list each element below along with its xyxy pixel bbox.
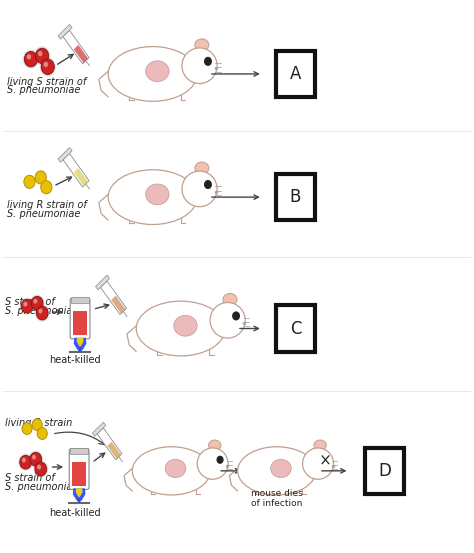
Text: S. pneumoniae: S. pneumoniae — [5, 482, 79, 492]
Text: D: D — [378, 462, 391, 480]
Polygon shape — [100, 281, 127, 315]
Polygon shape — [74, 168, 88, 186]
Polygon shape — [107, 442, 121, 459]
Polygon shape — [111, 296, 126, 314]
Circle shape — [38, 309, 43, 314]
Polygon shape — [58, 24, 72, 39]
Circle shape — [19, 298, 35, 315]
Circle shape — [23, 302, 27, 306]
Circle shape — [36, 48, 49, 64]
Ellipse shape — [195, 162, 209, 174]
Circle shape — [34, 46, 50, 65]
Text: C: C — [290, 320, 301, 337]
Text: S strain of: S strain of — [5, 473, 55, 483]
Circle shape — [233, 312, 239, 320]
Text: S. pneumoniae: S. pneumoniae — [5, 306, 79, 316]
FancyBboxPatch shape — [70, 298, 90, 339]
Circle shape — [35, 171, 46, 184]
Ellipse shape — [108, 46, 197, 101]
Polygon shape — [58, 148, 72, 163]
Polygon shape — [76, 488, 82, 498]
Bar — [276, 305, 316, 352]
FancyBboxPatch shape — [71, 297, 90, 304]
Circle shape — [22, 422, 32, 435]
Text: S. pneumoniae: S. pneumoniae — [7, 208, 80, 218]
Ellipse shape — [195, 39, 209, 51]
Polygon shape — [74, 45, 88, 63]
Circle shape — [41, 181, 52, 194]
Ellipse shape — [132, 447, 210, 495]
Circle shape — [32, 419, 42, 431]
FancyBboxPatch shape — [72, 462, 86, 486]
Text: living R strain: living R strain — [5, 418, 73, 428]
Circle shape — [20, 455, 32, 469]
Circle shape — [33, 299, 37, 304]
Circle shape — [18, 453, 33, 471]
Circle shape — [30, 295, 45, 312]
Ellipse shape — [223, 294, 237, 305]
Circle shape — [37, 465, 41, 469]
Ellipse shape — [237, 447, 316, 495]
Text: A: A — [290, 65, 301, 83]
Circle shape — [44, 62, 48, 67]
Circle shape — [31, 296, 43, 310]
Text: mouse dies
of infection: mouse dies of infection — [251, 489, 303, 508]
FancyBboxPatch shape — [69, 448, 89, 489]
Ellipse shape — [182, 171, 217, 207]
Circle shape — [34, 461, 48, 478]
Ellipse shape — [174, 315, 197, 336]
Ellipse shape — [146, 61, 169, 82]
FancyBboxPatch shape — [73, 311, 87, 335]
Ellipse shape — [271, 460, 291, 478]
Ellipse shape — [197, 448, 228, 479]
Circle shape — [35, 305, 50, 322]
Polygon shape — [97, 428, 122, 460]
Circle shape — [24, 175, 35, 189]
Bar — [276, 174, 316, 221]
Circle shape — [37, 427, 47, 440]
Circle shape — [24, 51, 37, 67]
Text: heat-killed: heat-killed — [50, 508, 101, 518]
FancyBboxPatch shape — [70, 448, 89, 454]
Bar — [276, 51, 316, 97]
Ellipse shape — [146, 184, 169, 205]
Polygon shape — [73, 488, 85, 503]
Ellipse shape — [314, 440, 326, 451]
Ellipse shape — [108, 170, 197, 225]
Ellipse shape — [182, 48, 217, 84]
Polygon shape — [92, 422, 106, 436]
Circle shape — [23, 50, 39, 69]
Text: heat-killed: heat-killed — [50, 355, 101, 366]
Circle shape — [205, 58, 211, 65]
Text: S strain of: S strain of — [5, 297, 55, 307]
Circle shape — [35, 462, 47, 476]
Circle shape — [41, 59, 55, 75]
Ellipse shape — [137, 301, 225, 356]
Ellipse shape — [210, 302, 245, 338]
Circle shape — [217, 456, 223, 463]
Polygon shape — [95, 275, 109, 290]
Circle shape — [32, 455, 36, 460]
Polygon shape — [74, 338, 86, 352]
Text: living R strain of: living R strain of — [7, 200, 86, 210]
Circle shape — [205, 181, 211, 189]
Polygon shape — [63, 153, 89, 187]
Ellipse shape — [209, 440, 221, 451]
Polygon shape — [77, 338, 83, 347]
Circle shape — [36, 306, 48, 320]
Bar — [365, 447, 404, 494]
Circle shape — [21, 299, 33, 313]
Text: living S strain of: living S strain of — [7, 77, 86, 87]
Circle shape — [28, 451, 43, 468]
Ellipse shape — [165, 460, 186, 478]
Circle shape — [27, 54, 31, 60]
Ellipse shape — [302, 448, 334, 479]
Circle shape — [39, 58, 56, 76]
Circle shape — [22, 458, 26, 462]
Polygon shape — [63, 30, 89, 64]
Text: S. pneumoniae: S. pneumoniae — [7, 85, 80, 95]
Circle shape — [30, 452, 42, 466]
Text: B: B — [290, 188, 301, 206]
Circle shape — [38, 51, 43, 56]
